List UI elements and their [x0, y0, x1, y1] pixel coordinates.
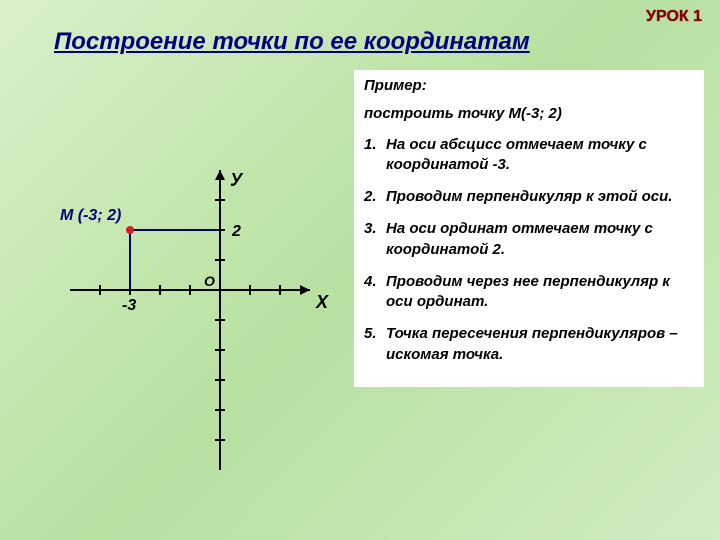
step-item: 2.Проводим перпендикуляр к этой оси.: [364, 187, 694, 207]
svg-text:М (-3; 2): М (-3; 2): [60, 207, 121, 224]
svg-text:О: О: [204, 273, 215, 289]
step-text: Проводим перпендикуляр к этой оси.: [386, 187, 672, 207]
lesson-tag-text: УРОК 1: [646, 8, 702, 25]
step-number: 1.: [364, 135, 386, 176]
steps-list: 1.На оси абсцисс отмечаем точку с коорди…: [364, 135, 694, 365]
step-item: 3.На оси ординат отмечаем точку с коорди…: [364, 219, 694, 260]
step-number: 3.: [364, 219, 386, 260]
step-number: 2.: [364, 187, 386, 207]
step-number: 5.: [364, 324, 386, 365]
step-text: На оси ординат отмечаем точку с координа…: [386, 219, 694, 260]
svg-text:2: 2: [231, 223, 241, 240]
page-title: Построение точки по ее координатам: [54, 28, 530, 56]
step-text: Проводим через нее перпендикуляр к оси о…: [386, 272, 694, 313]
step-number: 4.: [364, 272, 386, 313]
step-text: Точка пересечения перпендикуляров – иско…: [386, 324, 694, 365]
example-task: построить точку М(-3; 2): [364, 104, 694, 124]
coordinate-chart: У Х О М (-3; 2) -3 2: [30, 90, 340, 510]
svg-text:Х: Х: [315, 292, 329, 312]
step-text: На оси абсцисс отмечаем точку с координа…: [386, 135, 694, 176]
svg-text:-3: -3: [122, 297, 136, 314]
step-item: 1.На оси абсцисс отмечаем точку с коорди…: [364, 135, 694, 176]
example-panel: Пример: построить точку М(-3; 2) 1.На ос…: [354, 70, 704, 387]
chart-svg: У Х О М (-3; 2) -3 2: [30, 90, 340, 510]
svg-text:У: У: [230, 170, 244, 190]
example-header: Пример:: [364, 76, 694, 96]
step-item: 4.Проводим через нее перпендикуляр к оси…: [364, 272, 694, 313]
step-item: 5.Точка пересечения перпендикуляров – ис…: [364, 324, 694, 365]
lesson-tag: УРОК 1: [646, 8, 702, 26]
